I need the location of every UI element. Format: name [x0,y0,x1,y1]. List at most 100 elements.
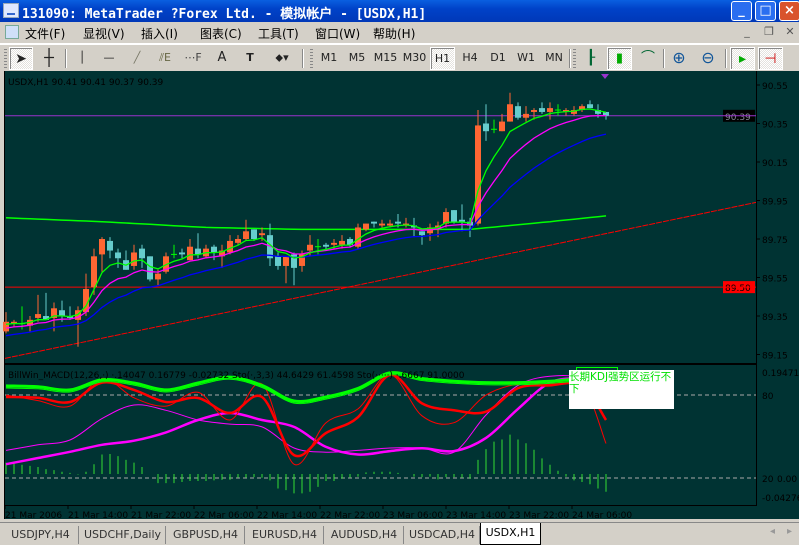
indicator-legend: BillWin_MACD(12,26,·) ·.14047 0.16779 -0… [8,371,465,381]
chart-window[interactable]: USDX,H1 90.41 90.41 90.37 90.39 90.55 90.… [0,70,799,522]
crosshair-tool-icon[interactable]: ┼ [44,48,54,67]
chart-header: USDX,H1 90.41 90.41 90.37 90.39 [8,78,164,88]
candle-body [211,246,217,253]
candle-body [235,239,241,243]
candle [131,244,137,270]
mdi-minimize-button[interactable]: _ [744,25,750,38]
price-tick-label: 89.55 [762,275,788,285]
candle [443,208,449,228]
toolbar-grip[interactable] [310,49,313,68]
tab-usdjpy-h4[interactable]: USDJPY,H4 [3,526,79,544]
chart-annotation[interactable]: 长期KDJ强势区运行不下 [569,370,674,409]
candle-body [43,316,49,320]
line-chart-icon[interactable]: ⌒ [641,50,655,66]
menu-window[interactable]: 窗口(W) [315,27,361,41]
timeframe-m5[interactable]: M5 [348,51,366,64]
cursor-tool-icon[interactable]: ➤ [9,47,33,70]
maximize-button[interactable]: □ [755,1,776,21]
menu-view[interactable]: 显视(V) [83,27,125,41]
tab-eurusd-h4[interactable]: EURUSD,H4 [246,526,324,544]
indicator-axis-20: 20 [762,475,774,485]
price-tick-label: 89.35 [762,313,788,323]
tab-scroll-left-icon[interactable]: ◂ [770,526,776,537]
candle-body [523,113,529,118]
candle-body [571,110,577,114]
channel-icon[interactable]: ⫽E [159,51,171,64]
macd-signal-line [5,374,607,405]
zoom-out-icon[interactable]: ⊖ [701,48,715,67]
candle [379,219,385,228]
tab-audusd-h4[interactable]: AUDUSD,H4 [325,526,404,544]
menu-file[interactable]: 文件(F) [25,27,66,41]
menu-charts[interactable]: 图表(C) [200,27,242,41]
chart-shift-icon[interactable]: ⊣ [758,47,783,70]
timeframe-h4[interactable]: H4 [462,51,478,64]
candlestick-chart-icon[interactable]: ▮ [607,47,632,70]
candle [59,300,65,322]
text-label-icon[interactable]: T [246,51,254,64]
menu-insert[interactable]: 插入(I) [141,27,178,41]
candle [355,223,361,249]
candle [3,312,9,334]
mid-moving-average [5,114,606,329]
tab-usdcad-h4[interactable]: USDCAD,H4 [405,526,480,544]
indicator-axis-bottom: -0.04276 [762,494,799,504]
chart-shift-marker-icon[interactable] [601,74,609,79]
candle-body [259,233,265,236]
horizontal-line-icon[interactable]: — [103,51,115,64]
arrows-dropdown-icon[interactable]: ⬥▾ [275,51,289,64]
candle-body [363,223,369,230]
fibonacci-icon[interactable]: ⋯F [184,51,202,64]
trendline-icon[interactable]: ╱ [133,51,141,64]
time-tick-label: 21 Mar 14:00 [68,511,128,521]
timeframe-mn[interactable]: MN [545,51,563,64]
zoom-in-icon[interactable]: ⊕ [672,48,686,67]
bar-chart-icon[interactable]: ┠ [586,50,596,66]
candle [147,256,153,282]
timeframe-d1[interactable]: D1 [490,51,506,64]
timeframe-m1[interactable]: M1 [320,51,338,64]
vertical-line-icon[interactable]: │ [78,51,86,64]
candle-body [475,125,481,224]
timeframe-w1[interactable]: W1 [517,51,535,64]
candle-body [195,248,201,255]
candle [139,244,145,268]
chart-canvas[interactable]: USDX,H1 90.41 90.41 90.37 90.39 90.55 90.… [0,70,799,522]
time-tick-label: 21 Mar 2006 [5,511,62,521]
menu-help[interactable]: 帮助(H) [373,27,416,41]
tab-scroll-right-icon[interactable]: ▸ [787,526,793,537]
document-icon [5,25,19,39]
candle [283,256,289,284]
candle [507,92,513,122]
tab-usdx-h1[interactable]: USDX,H1 [480,523,541,545]
candle-body [35,314,41,318]
text-tool-icon[interactable]: A [217,50,227,65]
candle-body [483,123,489,132]
candle-body [347,239,353,245]
tab-usdchf-daily[interactable]: USDCHF,Daily [80,526,166,544]
candle-body [443,212,449,224]
candle-body [459,219,465,222]
toolbar-separator [569,49,571,68]
app-icon [3,3,19,18]
timeframe-m15[interactable]: M15 [373,51,398,64]
timeframe-m30[interactable]: M30 [402,51,427,64]
candle-body [395,221,401,224]
tab-gbpusd-h4[interactable]: GBPUSD,H4 [167,526,245,544]
candle-body [11,321,17,324]
candle-body [371,221,377,224]
menu-tools[interactable]: 工具(T) [258,27,299,41]
close-button[interactable]: × [779,1,799,21]
mdi-close-button[interactable]: ✕ [785,25,795,38]
toolbar-grip[interactable] [573,49,576,68]
candle-body [307,244,313,251]
toolbar-grip[interactable] [4,49,7,68]
candle [51,302,57,332]
minimize-button[interactable]: _ [731,1,752,21]
candle [259,227,265,241]
auto-scroll-icon[interactable]: ▸ [730,47,755,70]
candle [99,237,105,272]
timeframe-h1[interactable]: H1 [430,47,455,70]
level-price-label: 89.50 [725,284,751,294]
mdi-restore-button[interactable]: ❐ [764,25,774,38]
